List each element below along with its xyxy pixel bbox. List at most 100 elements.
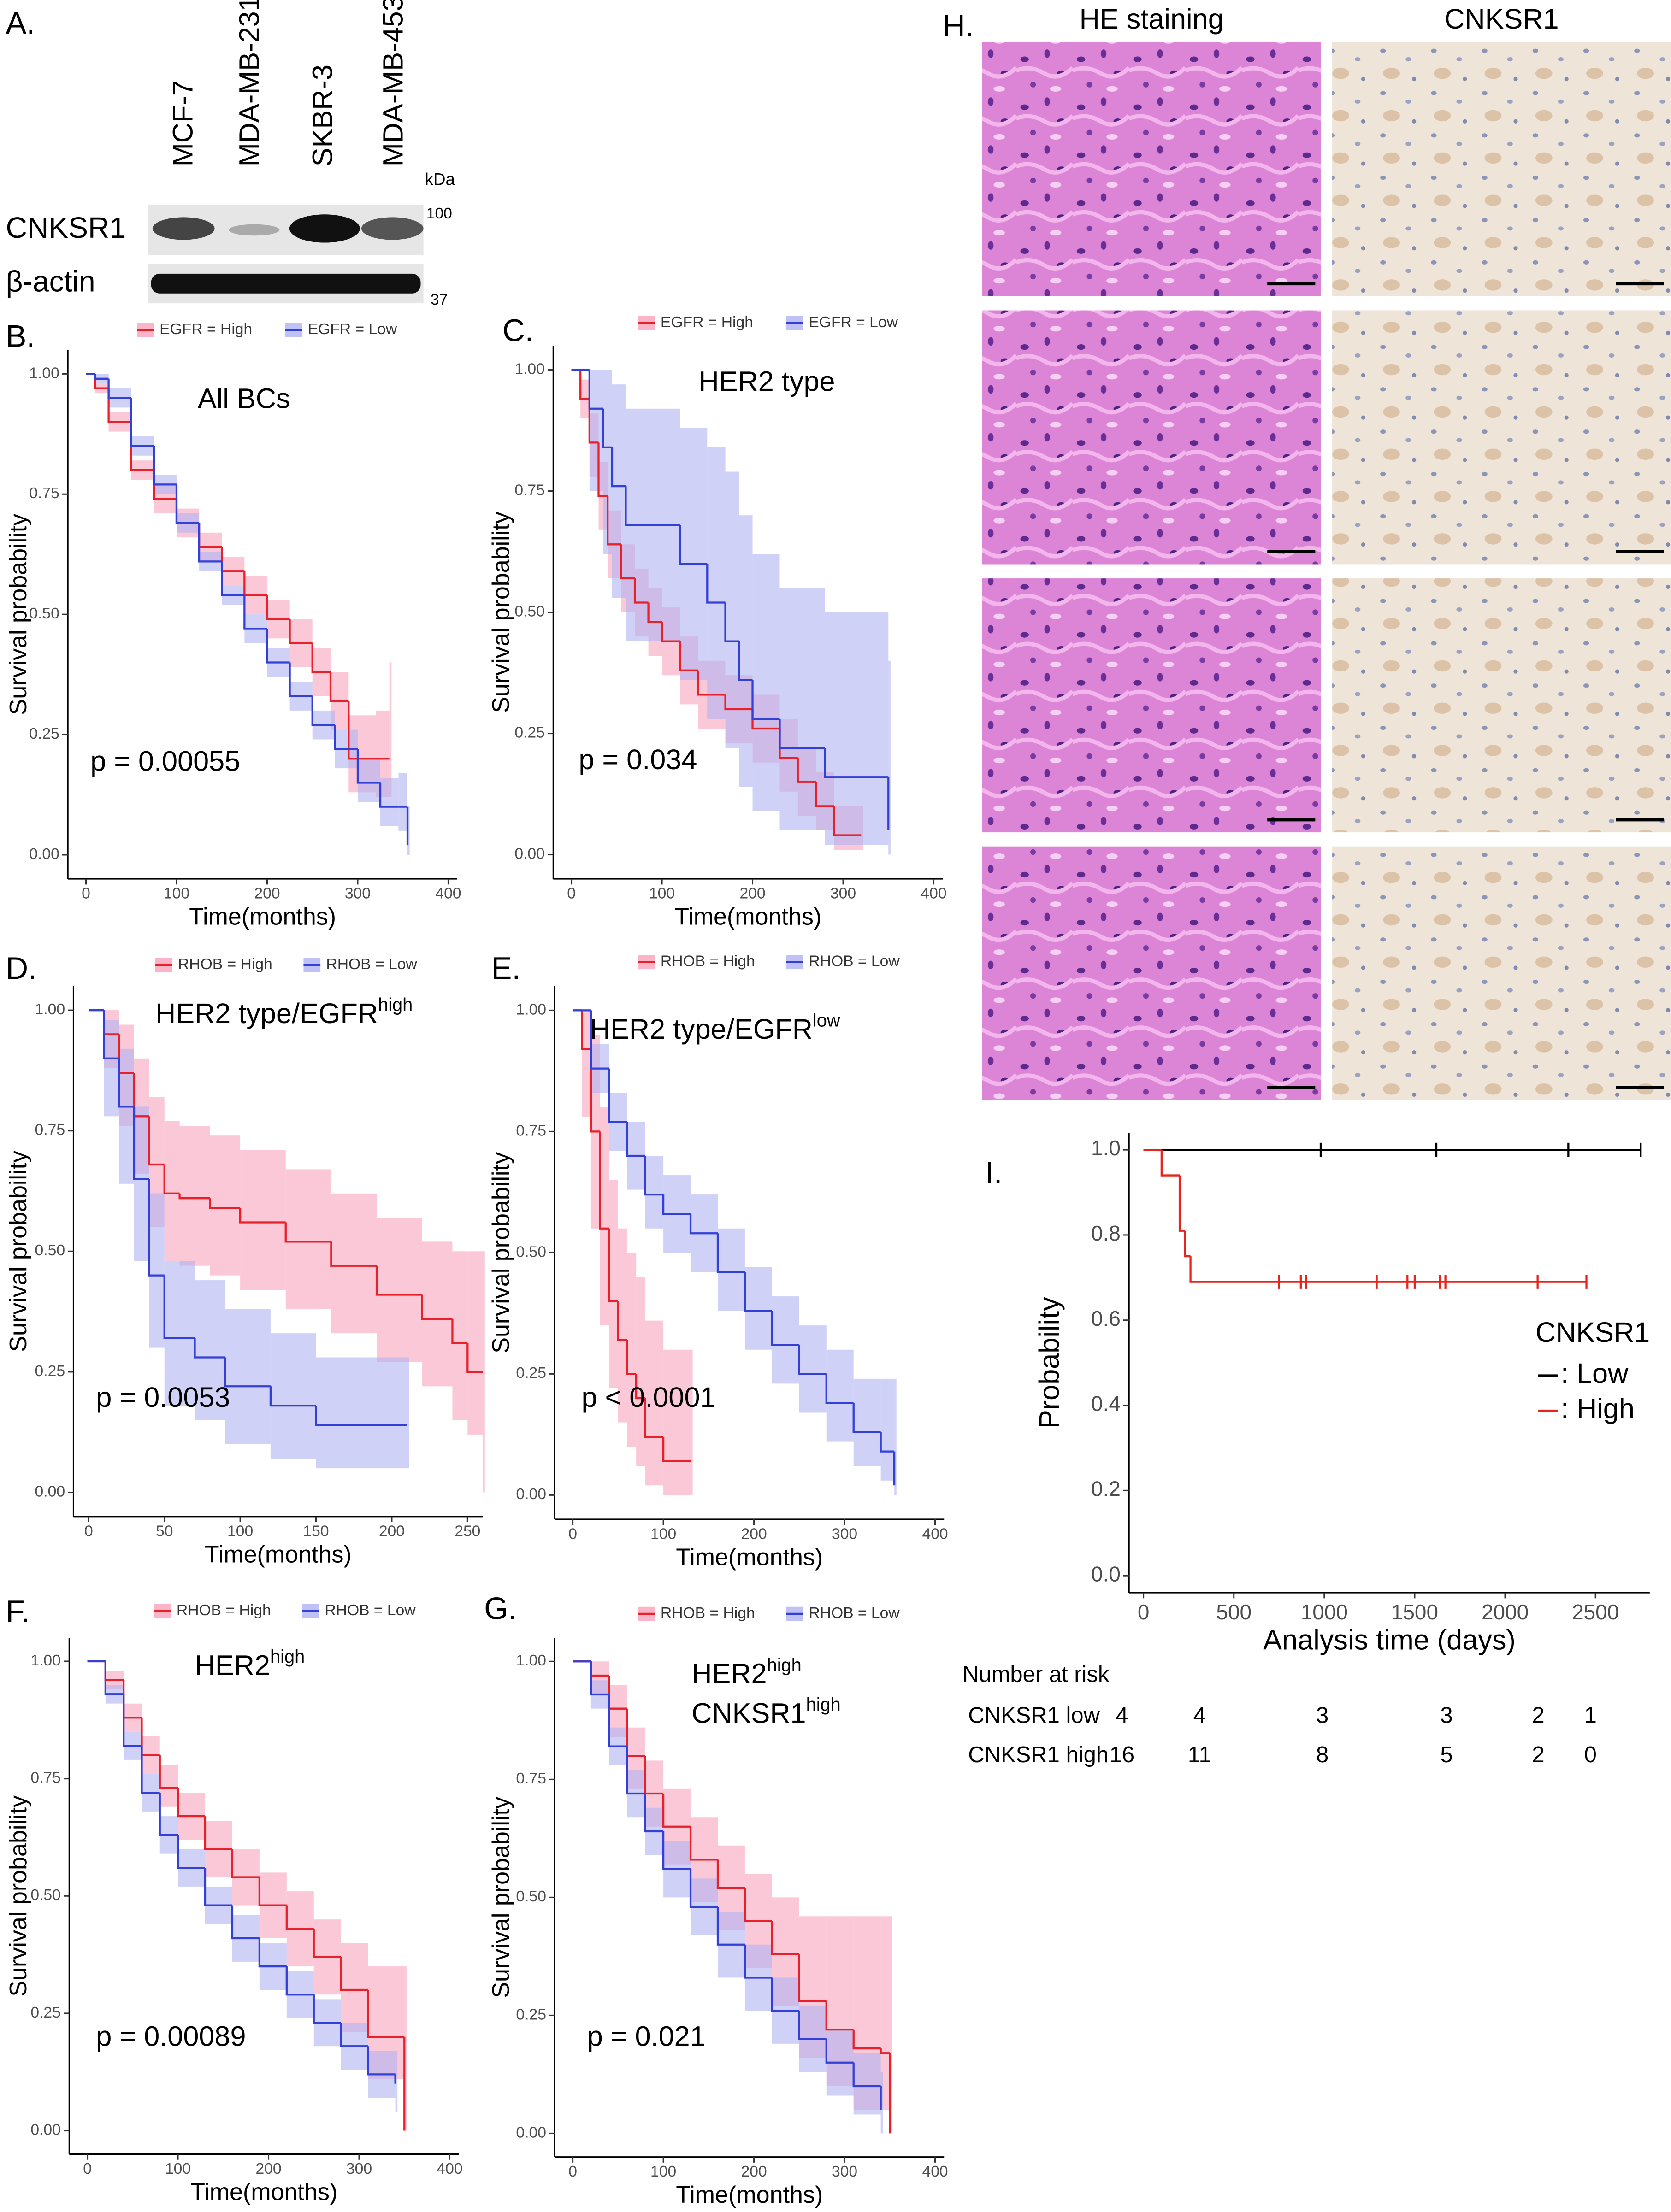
survival-step (1184, 1230, 1191, 1258)
survival-step (315, 1406, 407, 1426)
survival-step (311, 643, 331, 673)
y-tick-label: 1.00 (516, 1652, 546, 1669)
row-label: CNKSR1 (6, 211, 126, 244)
ci-band (407, 1357, 409, 1469)
survival-step (1160, 1150, 1180, 1177)
survival-step (289, 662, 313, 697)
y-tick-label: 0.50 (516, 1888, 546, 1905)
x-tick-label: 400 (922, 2163, 948, 2180)
risk-value: 2 (1532, 1703, 1544, 1728)
y-tick-label: 0.25 (29, 725, 59, 742)
x-tick-label: 0 (568, 1526, 577, 1543)
ihc-image (1332, 846, 1671, 1100)
ci-band (119, 1048, 134, 1184)
legend-label: EGFR = Low (809, 314, 898, 331)
ci-band (717, 1228, 745, 1311)
legend-label: EGFR = Low (308, 321, 397, 338)
ci-band (612, 384, 626, 598)
y-tick-label: 0.50 (516, 1243, 546, 1260)
ci-band (389, 662, 392, 797)
survival-step (148, 1116, 165, 1166)
ci-band (691, 1349, 693, 1495)
survival-step (243, 595, 267, 630)
risk-title: Number at risk (962, 1662, 1110, 1687)
survival-step (178, 1193, 210, 1200)
x-tick-label: 2000 (1482, 1600, 1529, 1624)
x-tick-label: 400 (437, 2160, 462, 2177)
ci-band (725, 471, 739, 748)
survival-step (159, 1793, 178, 1836)
risk-value: 0 (1584, 1742, 1597, 1767)
p-value: p = 0.021 (587, 2021, 706, 2052)
y-tick-label: 0.50 (35, 1242, 65, 1259)
survival-step (266, 629, 290, 664)
survival-step (689, 1869, 718, 1908)
panel-label: F. (6, 1594, 30, 1629)
x-tick-label: 300 (832, 2163, 857, 2180)
survival-step (107, 388, 131, 423)
survival-step (662, 1831, 691, 1871)
ihc-image (1332, 42, 1671, 296)
survival-step (579, 370, 590, 400)
ci-band (407, 806, 410, 855)
marker-label: 100 (426, 205, 452, 222)
x-tick-label: 200 (255, 2160, 281, 2177)
y-axis-title: Survival probability (488, 1797, 514, 1998)
ci-band (316, 1357, 407, 1469)
survival-step (824, 748, 870, 778)
lane-label: MDA-MB-231 (233, 0, 265, 166)
y-tick-label: 1.00 (35, 1001, 65, 1018)
p-value: p = 0.034 (579, 744, 697, 775)
panel-label: C. (502, 313, 533, 348)
title-part: HER2 type/EGFR (155, 998, 378, 1029)
survival-step (466, 1343, 483, 1373)
survival-step (608, 1228, 618, 1302)
y-axis-title: Survival probability (5, 514, 32, 715)
risk-value: 1 (1584, 1703, 1597, 1728)
x-tick-label: 100 (165, 2160, 191, 2177)
unit-label: kDa (425, 170, 455, 189)
ci-band (853, 2053, 881, 2115)
survival-step (163, 1164, 180, 1194)
survival-step (611, 447, 626, 488)
survival-step (231, 1849, 260, 1878)
legend-label: RHOB = High (661, 953, 755, 970)
ci-band (285, 1169, 331, 1309)
y-tick-label: 0.00 (29, 846, 59, 863)
ci-band (680, 428, 708, 680)
x-tick-label: 0 (83, 2160, 92, 2177)
title-part: high (806, 1694, 841, 1715)
survival-step (797, 758, 816, 783)
y-axis-title: Survival probability (5, 1151, 32, 1352)
ci-band (104, 1020, 119, 1117)
ci-band (744, 1267, 772, 1350)
x-tick-label: 2500 (1572, 1600, 1619, 1624)
legend-label: : High (1561, 1393, 1635, 1424)
legend-label: : Low (1561, 1358, 1629, 1389)
legend-label: RHOB = Low (326, 956, 417, 973)
ci-band (663, 1349, 691, 1495)
ci-band (225, 1309, 271, 1444)
ci-band (380, 777, 399, 826)
ci-band (240, 1150, 286, 1290)
y-tick-label: 1.00 (516, 1001, 546, 1018)
risk-row-label: CNKSR1 low (968, 1703, 1100, 1728)
ci-band (195, 1280, 225, 1420)
ci-band (772, 1296, 799, 1384)
ci-band (618, 1228, 627, 1423)
ci-band (600, 1107, 609, 1326)
survival-step (751, 680, 780, 720)
survival-step (706, 564, 726, 604)
ihc-image (1332, 310, 1671, 565)
x-tick-label: 400 (922, 1526, 948, 1543)
survival-step (852, 1403, 881, 1433)
ci-band (164, 1261, 195, 1406)
panel-label: B. (6, 319, 35, 353)
legend-label: RHOB = High (661, 1605, 755, 1622)
survival-step (644, 1155, 664, 1196)
p-value: p = 0.00089 (96, 2021, 246, 2052)
y-tick-label: 0.25 (516, 2006, 546, 2023)
y-tick-label: 0.25 (35, 1363, 65, 1380)
title-part: HER2 type/EGFR (590, 1013, 813, 1045)
risk-value: 4 (1116, 1703, 1128, 1728)
